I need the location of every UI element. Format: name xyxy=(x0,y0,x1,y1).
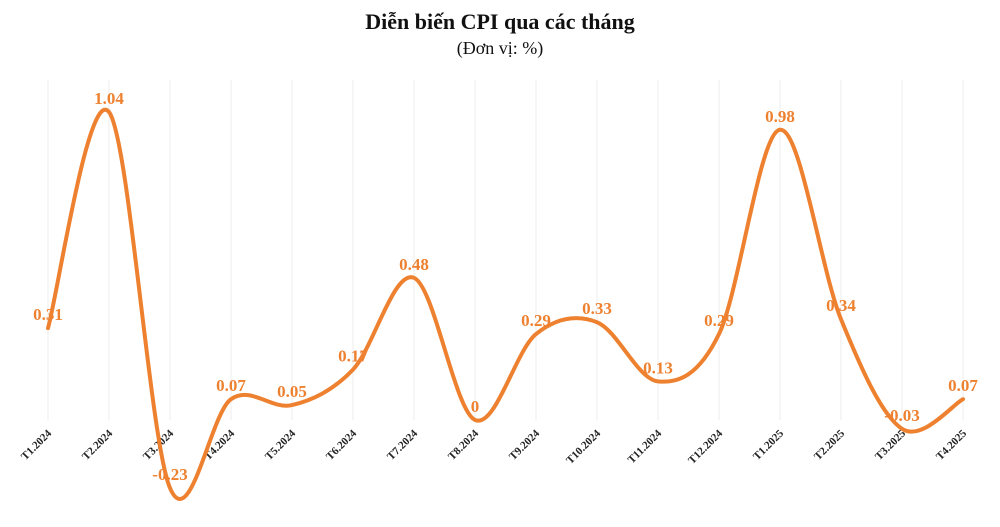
x-tick-label: T3.2025 xyxy=(873,427,908,462)
data-label: 1.04 xyxy=(94,89,124,108)
data-label: 0.29 xyxy=(521,311,551,330)
x-tick-label: T1.2024 xyxy=(19,427,54,462)
x-tick-label: T1.2025 xyxy=(751,427,786,462)
data-label: 0.17 xyxy=(338,347,368,366)
data-label: 0 xyxy=(471,397,480,416)
data-label: 0.31 xyxy=(33,305,63,324)
data-label: -0.03 xyxy=(884,406,919,425)
x-tick-label: T6.2024 xyxy=(324,427,359,462)
x-tick-label: T5.2024 xyxy=(263,427,298,462)
x-tick-label: T4.2025 xyxy=(934,427,969,462)
x-tick-label: T9.2024 xyxy=(507,427,542,462)
data-label: 0.34 xyxy=(826,296,856,315)
data-label: 0.33 xyxy=(582,299,612,318)
x-tick-label: T2.2024 xyxy=(80,427,115,462)
data-label: 0.05 xyxy=(277,382,307,401)
x-tick-label: T7.2024 xyxy=(385,427,420,462)
x-tick-label: T10.2024 xyxy=(564,427,603,466)
data-label: 0.07 xyxy=(948,376,978,395)
line xyxy=(46,107,965,501)
x-tick-label: T12.2024 xyxy=(686,427,725,466)
chart-title: Diễn biến CPI qua các tháng xyxy=(365,9,635,34)
data-label: 0.07 xyxy=(216,376,246,395)
x-tick-label: T2.2025 xyxy=(812,427,847,462)
data-label: 0.29 xyxy=(704,311,734,330)
x-tick-label: T8.2024 xyxy=(446,427,481,462)
x-tick-label: T11.2024 xyxy=(626,427,665,466)
data-label: 0.13 xyxy=(643,358,673,377)
chart-subtitle: (Đơn vị: %) xyxy=(457,38,544,59)
data-label: -0.23 xyxy=(152,465,187,484)
data-label: 0.48 xyxy=(399,255,429,274)
data-label: 0.98 xyxy=(765,107,795,126)
